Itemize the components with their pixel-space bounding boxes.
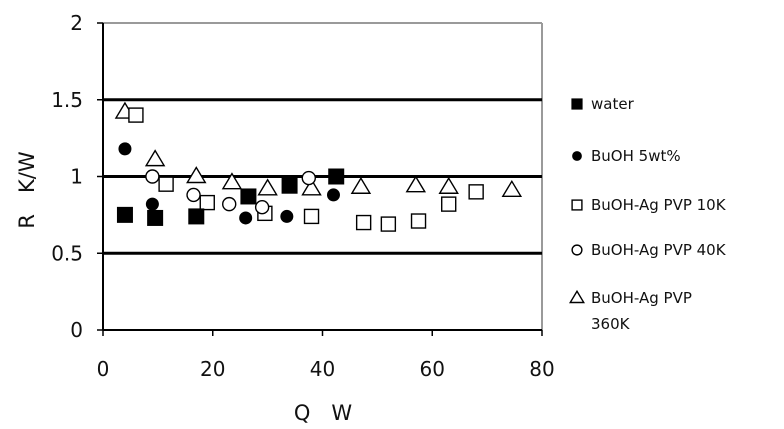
data-point-square-open	[199, 194, 215, 211]
data-point-square-open	[410, 213, 427, 229]
data-point-square-filled	[188, 208, 205, 225]
data-point-square-open	[128, 107, 144, 123]
legend-label: water	[591, 95, 635, 113]
data-point-circle-open	[186, 187, 201, 203]
data-point-square-open	[303, 208, 320, 225]
legend-marker-square-filled	[571, 98, 583, 110]
data-point-circle-open	[301, 170, 316, 186]
x-tick-label: 0	[97, 357, 110, 381]
data-point-triangle-open	[350, 176, 372, 194]
legend-marker-square-open	[571, 199, 583, 211]
legend-label: BuOH-Ag PVP	[591, 289, 692, 307]
legend-label: BuOH-Ag PVP 40K	[591, 241, 727, 259]
y-tick-label: 0	[70, 318, 83, 342]
data-point-triangle-open	[405, 175, 427, 193]
data-point-square-open	[441, 196, 457, 212]
data-point-circle-open	[254, 199, 270, 215]
x-tick-label: 20	[200, 357, 225, 381]
y-axis-title: R K/W	[15, 151, 39, 228]
data-point-square-filled	[147, 209, 164, 226]
data-point-circle-filled	[326, 188, 340, 202]
data-point-circle-open	[222, 196, 237, 212]
data-point-square-open	[468, 184, 484, 200]
x-axis-title: Q W	[294, 401, 353, 425]
data-point-triangle-open	[257, 178, 278, 196]
legend-label: BuOH 5wt%	[591, 147, 681, 165]
data-point-square-open	[380, 216, 397, 232]
data-point-triangle-open	[438, 176, 459, 194]
data-point-square-filled	[116, 206, 133, 223]
legend-marker-circle-open	[571, 244, 583, 256]
data-point-circle-open	[145, 169, 160, 184]
y-tick-label: 1	[70, 165, 83, 189]
legend-label: 360K	[591, 315, 631, 333]
data-point-circle-filled	[145, 197, 159, 211]
x-tick-label: 80	[529, 357, 554, 381]
x-tick-label: 40	[310, 357, 335, 381]
data-point-square-open	[158, 176, 174, 192]
data-point-square-filled	[240, 188, 257, 205]
legend-label: BuOH-Ag PVP 10K	[591, 196, 727, 214]
data-point-circle-filled	[239, 211, 253, 225]
y-tick-label: 2	[70, 11, 83, 35]
data-point-triangle-open	[301, 178, 322, 196]
data-point-circle-filled	[280, 209, 294, 223]
data-point-triangle-open	[501, 179, 523, 198]
data-point-square-filled	[328, 168, 345, 185]
data-point-triangle-open	[186, 166, 207, 184]
data-point-triangle-open	[144, 149, 166, 167]
data-point-square-filled	[281, 177, 298, 194]
data-point-square-open	[355, 214, 372, 231]
data-point-circle-filled	[118, 142, 132, 156]
legend-marker-circle-filled	[572, 151, 582, 161]
legend-marker-triangle-open	[569, 289, 585, 304]
y-tick-label: 0.5	[51, 241, 83, 265]
data-point-triangle-open	[221, 172, 243, 190]
y-tick-label: 1.5	[51, 88, 83, 112]
x-tick-label: 60	[420, 357, 445, 381]
